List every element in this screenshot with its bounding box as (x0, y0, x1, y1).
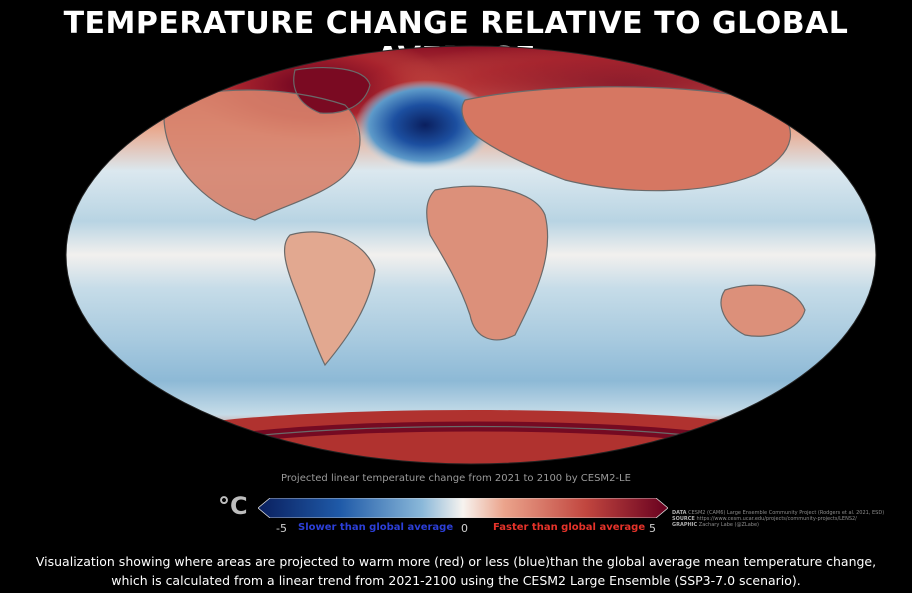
colorbar-max-label: 5 (649, 522, 656, 535)
credits-source-label: SOURCE (672, 516, 695, 522)
description-line-1: Visualization showing where areas are pr… (35, 554, 877, 569)
credits-graphic-text: Zachary Labe (@ZLabe) (698, 522, 759, 528)
credits-source-text: https://www.cesm.ucar.edu/projects/commu… (696, 516, 857, 522)
unit-label: °C (218, 492, 248, 520)
credits-block: DATA CESM2 (CAM6) Large Ensemble Communi… (672, 510, 908, 528)
description-line-2: which is calculated from a linear trend … (111, 573, 801, 588)
temperature-map (65, 45, 877, 465)
faster-label: Faster than global average (493, 522, 646, 533)
colorbar-mid-label: 0 (461, 522, 468, 535)
colorbar-min-label: -5 (276, 522, 287, 535)
colorbar (258, 498, 668, 518)
slower-label: Slower than global average (298, 522, 454, 533)
credits-data-text: CESM2 (CAM6) Large Ensemble Community Pr… (688, 510, 885, 516)
description: Visualization showing where areas are pr… (20, 552, 892, 590)
map-subtitle: Projected linear temperature change from… (281, 473, 631, 484)
credits-data-label: DATA (672, 510, 687, 516)
credits-graphic-label: GRAPHIC (672, 522, 698, 528)
